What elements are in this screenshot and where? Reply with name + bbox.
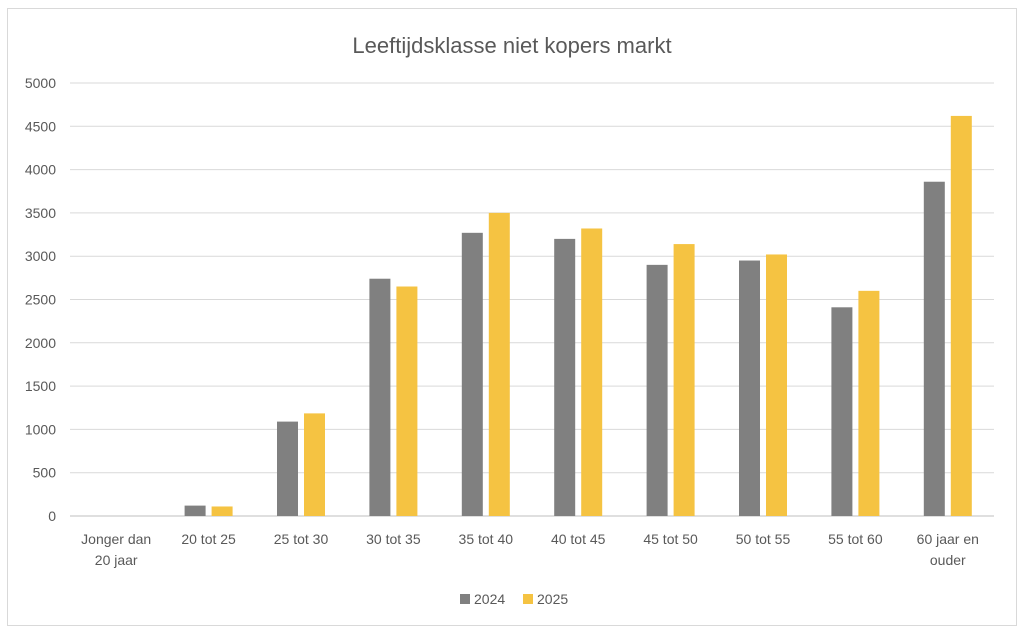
bar-2025-6: [673, 244, 695, 517]
y-tick-label: 0: [48, 508, 56, 524]
bar-2025-3: [396, 286, 418, 516]
bar-2025-4: [488, 212, 510, 516]
bar-2024-1: [184, 505, 206, 516]
bar-2025-8: [858, 290, 880, 516]
y-tick-label: 1500: [25, 378, 56, 394]
y-tick-label: 5000: [25, 75, 56, 91]
bar-2024-8: [831, 307, 853, 516]
x-tick-label: 20 tot 25: [181, 531, 236, 547]
legend-label-2024: 2024: [474, 591, 505, 607]
bar-2025-2: [304, 413, 325, 516]
bar-2024-3: [369, 278, 391, 516]
x-tick-label: 55 tot 60: [828, 531, 883, 547]
bar-2024-2: [277, 421, 298, 516]
x-tick-label: 30 tot 35: [366, 531, 421, 547]
legend-label-2025: 2025: [537, 591, 568, 607]
chart-title: Leeftijdsklasse niet kopers markt: [352, 33, 671, 58]
x-axis-ticks: Jonger dan 20 jaar 20 tot 25 25 tot 30 30 to…: [81, 531, 979, 568]
bar-2024-6: [646, 264, 668, 516]
x-tick-label: 50 tot 55: [736, 531, 791, 547]
bar-2025-9: [950, 115, 972, 517]
bar-2024-5: [554, 238, 576, 516]
y-tick-label: 4000: [25, 162, 56, 178]
x-tick-label: 45 tot 50: [643, 531, 698, 547]
x-tick-label: 20 jaar: [95, 552, 138, 568]
x-tick-label: 40 tot 45: [551, 531, 606, 547]
bar-2024-4: [461, 232, 483, 516]
bar-2024-9: [923, 181, 945, 516]
legend: 2024 2025: [460, 591, 568, 607]
bar-2025-5: [581, 228, 603, 516]
legend-swatch-2025: [523, 594, 533, 604]
y-tick-label: 2000: [25, 335, 56, 351]
y-tick-label: 4500: [25, 118, 56, 134]
y-tick-label: 2500: [25, 292, 56, 308]
y-tick-label: 500: [33, 465, 57, 481]
bar-2025-1: [211, 506, 233, 516]
bars: [184, 115, 972, 517]
x-tick-label: Jonger dan: [81, 531, 151, 547]
x-tick-label: 35 tot 40: [459, 531, 514, 547]
y-tick-label: 3000: [25, 248, 56, 264]
x-tick-label: 60 jaar en: [917, 531, 979, 547]
y-tick-label: 1000: [25, 421, 56, 437]
bar-2025-7: [766, 254, 787, 516]
y-axis-ticks: 0 500 1000 1500 2000 2500 3000 3500 4000 4500 5000: [25, 75, 56, 524]
y-tick-label: 3500: [25, 205, 56, 221]
gridlines: [70, 82, 994, 517]
legend-swatch-2024: [460, 594, 470, 604]
bar-2024-7: [739, 260, 760, 516]
x-tick-label: 25 tot 30: [274, 531, 329, 547]
x-tick-label: ouder: [930, 552, 966, 568]
